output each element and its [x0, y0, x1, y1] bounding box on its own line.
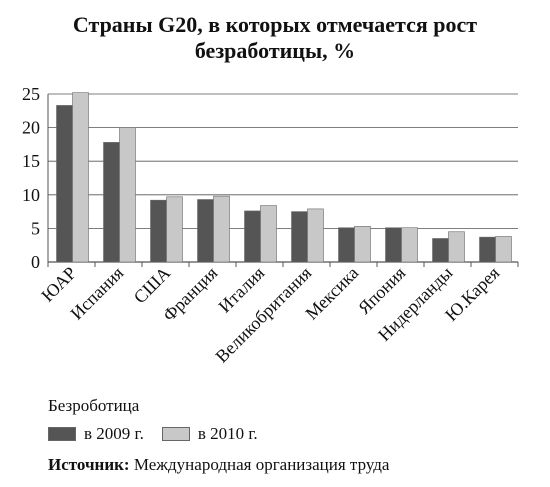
bar-2010-9	[495, 236, 512, 263]
bars	[56, 92, 512, 263]
chart-title: Страны G20, в которых отмечается рост бе…	[0, 12, 550, 64]
bar-2010-4	[260, 205, 277, 263]
y-tick-label: 5	[31, 218, 40, 238]
bar-2010-5	[307, 208, 324, 263]
bar-2010-6	[354, 226, 371, 263]
bar-2009-4	[244, 210, 261, 263]
chart-title-line2: безработицы, %	[194, 38, 356, 63]
source-text: Международная организация труда	[133, 455, 390, 474]
legend-label-2009: в 2009 г.	[84, 424, 144, 443]
x-category-label: Испания	[66, 263, 127, 324]
bar-2009-2	[150, 199, 167, 263]
legend-swatch-2009	[48, 427, 76, 441]
bar-2009-8	[432, 238, 449, 263]
y-tick-label: 15	[22, 151, 40, 171]
bar-2009-6	[338, 227, 355, 263]
bar-2009-5	[291, 211, 308, 263]
bar-2009-0	[56, 105, 73, 263]
chart-title-line1: Страны G20, в которых отмечается рост	[72, 12, 478, 37]
source-note: Источник: Международная организация труд…	[48, 455, 389, 475]
bar-2010-2	[166, 196, 183, 263]
y-tick-label: 25	[22, 84, 40, 104]
source-label: Источник:	[48, 455, 130, 474]
bar-2010-1	[119, 127, 136, 263]
legend-label-2010: в 2010 г.	[197, 424, 258, 443]
bar-2010-8	[448, 231, 465, 263]
legend-swatch-2010	[161, 427, 190, 441]
bar-2009-1	[103, 142, 120, 263]
legend-row: в 2009 г. в 2010 г.	[48, 424, 276, 444]
bar-2010-7	[401, 227, 418, 263]
bar-2009-9	[479, 236, 496, 263]
legend: Безроботица в 2009 г. в 2010 г.	[48, 396, 276, 444]
bar-2010-0	[72, 92, 89, 263]
legend-item-2010: в 2010 г.	[161, 424, 258, 444]
bar-2009-7	[385, 227, 402, 263]
x-category-label: ЮАР	[37, 263, 80, 306]
x-category-label: США	[130, 263, 175, 308]
bar-2009-3	[197, 199, 214, 263]
y-tick-label: 0	[31, 252, 40, 272]
legend-item-2009: в 2009 г.	[48, 424, 144, 444]
y-tick-label: 20	[22, 118, 40, 138]
bar-2010-3	[213, 195, 230, 263]
y-axis-ticks: 0 5 10 15 20 25	[22, 84, 40, 272]
x-category-label: Мексика	[301, 263, 362, 324]
legend-title: Безроботица	[48, 396, 140, 415]
y-tick-label: 10	[22, 185, 40, 205]
